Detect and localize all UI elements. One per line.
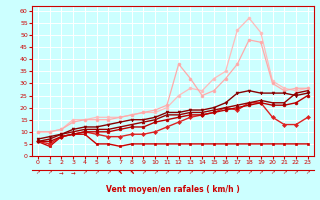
X-axis label: Vent moyen/en rafales ( km/h ): Vent moyen/en rafales ( km/h )	[106, 185, 240, 194]
